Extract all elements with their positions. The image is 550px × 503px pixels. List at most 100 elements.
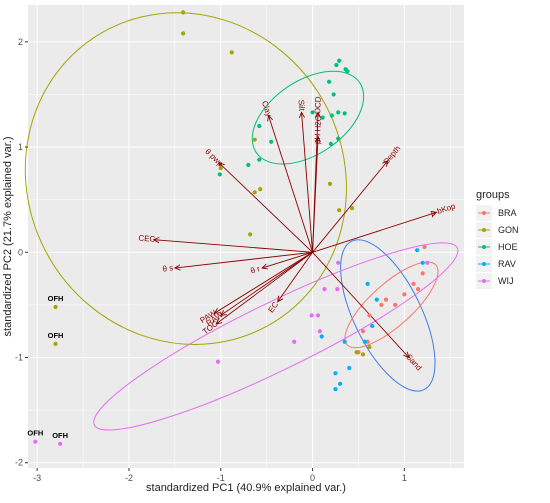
point-bra bbox=[411, 281, 416, 286]
arrow-head bbox=[314, 135, 321, 143]
point-wij bbox=[335, 287, 340, 292]
arrow-head bbox=[173, 264, 181, 271]
point-hoe bbox=[257, 123, 262, 129]
legend-dot bbox=[482, 245, 486, 249]
point-wij bbox=[317, 329, 322, 334]
point-gon bbox=[181, 31, 186, 36]
loading-arrow bbox=[153, 239, 313, 253]
point-rav bbox=[370, 323, 375, 329]
point-rav bbox=[365, 281, 370, 286]
arrow-head bbox=[403, 351, 410, 359]
x-tick-label: -1 bbox=[217, 473, 225, 483]
point-hoe bbox=[269, 139, 274, 144]
ellipse-gon bbox=[24, 12, 347, 345]
point-rav bbox=[333, 386, 338, 392]
point-gon bbox=[53, 341, 58, 346]
point-wij bbox=[322, 287, 327, 292]
loading-label: CEC bbox=[138, 234, 156, 244]
plot-panel bbox=[28, 5, 464, 468]
arrow-head bbox=[219, 309, 227, 317]
point-gon bbox=[337, 208, 342, 213]
point-rav bbox=[362, 339, 367, 344]
point-gon bbox=[248, 232, 253, 237]
point-hoe bbox=[217, 172, 222, 177]
point-bra bbox=[379, 302, 384, 307]
point-bra bbox=[360, 329, 366, 334]
point-gon bbox=[327, 181, 333, 186]
point-hoe bbox=[342, 111, 347, 116]
point-label: OFH bbox=[27, 429, 43, 438]
point-gon bbox=[349, 205, 355, 211]
point-bra bbox=[402, 292, 407, 297]
loading-label: OCD bbox=[313, 96, 323, 114]
ellipse-hoe bbox=[251, 70, 365, 165]
x-tick-label: 1 bbox=[402, 473, 407, 483]
x-tick-label: -3 bbox=[33, 473, 41, 483]
arrow-head bbox=[261, 263, 269, 270]
axis-ticks: -3 -2 -1 0 1 -2 -1 0 1 2 bbox=[15, 37, 407, 483]
loading-arrow bbox=[301, 112, 313, 253]
y-tick-label: -1 bbox=[15, 353, 23, 363]
point-gon bbox=[354, 350, 359, 355]
point-gon bbox=[360, 352, 366, 357]
point-rav bbox=[347, 365, 352, 371]
point-hoe bbox=[336, 136, 341, 141]
point-wij bbox=[315, 313, 321, 318]
point-wij bbox=[292, 339, 297, 344]
legend-dot bbox=[482, 279, 486, 283]
point-wij bbox=[309, 313, 314, 318]
point-bra bbox=[393, 302, 398, 307]
legend-label: HOE bbox=[498, 242, 518, 252]
loading-arrow bbox=[312, 160, 389, 253]
point-wij bbox=[215, 359, 221, 364]
y-tick-label: 0 bbox=[18, 247, 23, 257]
loading-arrow bbox=[268, 115, 313, 253]
point-hoe bbox=[326, 79, 332, 84]
arrow-head bbox=[267, 114, 273, 122]
x-tick-label: 0 bbox=[310, 473, 315, 483]
arrow-head bbox=[213, 308, 221, 314]
ellipse-bra bbox=[344, 261, 439, 349]
x-tick-label: -2 bbox=[125, 473, 133, 483]
point-hoe bbox=[334, 62, 339, 68]
x-axis-label: standardized PC1 (40.9% explained var.) bbox=[146, 482, 346, 494]
loading-arrow bbox=[312, 251, 410, 358]
ellipse-layer bbox=[24, 12, 459, 431]
point-wij bbox=[336, 260, 341, 265]
point-hoe bbox=[331, 92, 336, 97]
loading-arrow bbox=[312, 136, 319, 253]
point-gon bbox=[229, 50, 234, 55]
loading-arrow bbox=[214, 251, 313, 314]
point-bra bbox=[416, 287, 421, 292]
point-rav bbox=[374, 297, 379, 302]
arrow-head bbox=[298, 111, 305, 119]
loading-arrow bbox=[261, 251, 313, 269]
point-bra bbox=[420, 271, 425, 276]
point-rav bbox=[333, 371, 338, 376]
loading-arrow bbox=[215, 251, 313, 325]
legend-dot bbox=[482, 228, 486, 232]
loading-arrow bbox=[277, 252, 313, 303]
point-hoe bbox=[328, 141, 334, 146]
loading-label: Silt bbox=[296, 99, 306, 112]
point-gon bbox=[218, 166, 223, 171]
point-gon bbox=[258, 187, 263, 192]
point-label: OFH bbox=[48, 294, 64, 303]
legend-title: groups bbox=[476, 189, 510, 201]
arrow-head bbox=[277, 295, 284, 303]
grid-lines bbox=[28, 5, 464, 468]
point-rav bbox=[337, 381, 343, 386]
legend-label: RAV bbox=[498, 259, 516, 269]
legend-label: WIJ bbox=[498, 276, 514, 286]
legend-label: GON bbox=[498, 225, 519, 235]
arrow-head bbox=[152, 237, 160, 244]
point-hoe bbox=[310, 110, 315, 115]
point-rav bbox=[420, 260, 425, 265]
point-hoe bbox=[345, 69, 350, 74]
arrow-head bbox=[430, 211, 438, 217]
point-wij bbox=[425, 260, 430, 265]
loading-label: θ r bbox=[249, 264, 261, 275]
point-gon bbox=[252, 137, 257, 142]
